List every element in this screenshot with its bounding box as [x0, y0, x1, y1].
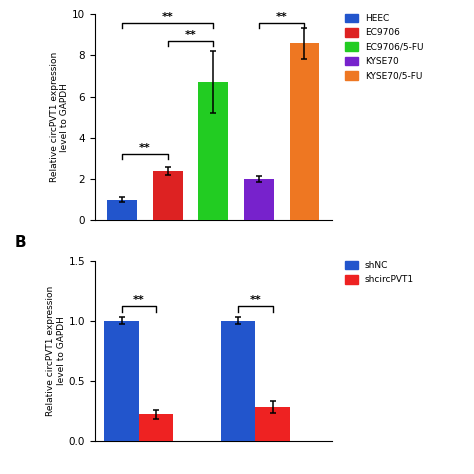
Text: **: ** — [185, 30, 196, 40]
Y-axis label: Relative circPVT1 expression
level to GAPDH: Relative circPVT1 expression level to GA… — [50, 52, 69, 182]
Bar — [255, 407, 290, 441]
Bar — [199, 82, 228, 220]
Text: **: ** — [249, 295, 261, 305]
Bar — [153, 171, 182, 220]
Y-axis label: Relative circPVT1 expression
level to GAPDH: Relative circPVT1 expression level to GA… — [46, 286, 66, 416]
Bar — [221, 321, 255, 441]
Legend: shNC, shcircPVT1: shNC, shcircPVT1 — [341, 257, 418, 288]
Bar — [290, 43, 319, 220]
Text: **: ** — [162, 12, 173, 22]
Text: B: B — [14, 235, 26, 250]
Bar — [104, 321, 139, 441]
Bar — [139, 414, 173, 441]
Bar — [244, 179, 273, 220]
Legend: HEEC, EC9706, EC9706/5-FU, KYSE70, KYSE70/5-FU: HEEC, EC9706, EC9706/5-FU, KYSE70, KYSE7… — [341, 10, 427, 84]
Bar — [107, 200, 137, 220]
Text: **: ** — [276, 12, 288, 22]
Text: **: ** — [139, 144, 151, 154]
Text: **: ** — [133, 295, 145, 305]
